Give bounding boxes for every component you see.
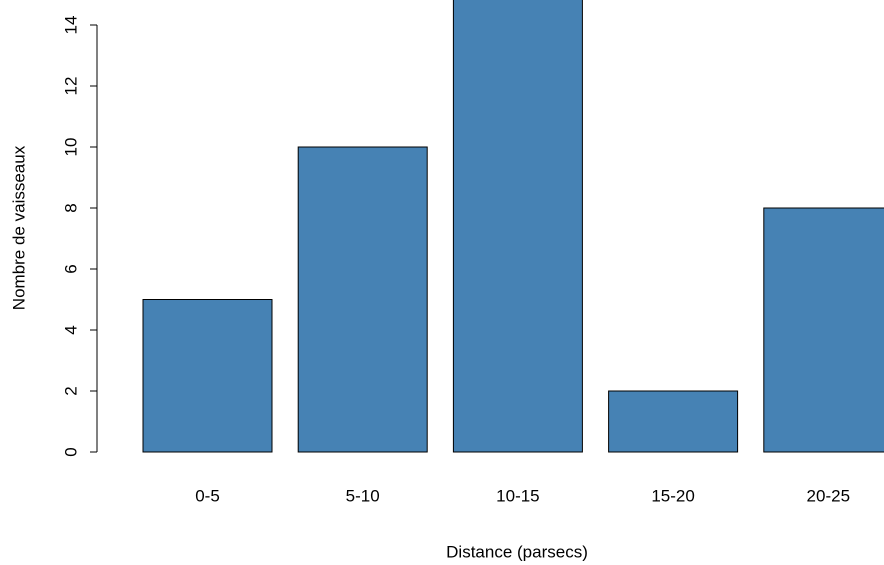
bar bbox=[608, 390, 739, 453]
y-tick-label: 14 bbox=[61, 16, 80, 35]
y-tick-label: 12 bbox=[61, 77, 80, 96]
y-tick-label: 0 bbox=[61, 447, 80, 456]
bar bbox=[452, 0, 583, 453]
y-tick-label: 10 bbox=[61, 138, 80, 157]
x-axis-label: Distance (parsecs) bbox=[446, 542, 588, 561]
y-axis-label: Nombre de vaisseaux bbox=[9, 145, 28, 310]
y-tick-label: 2 bbox=[61, 386, 80, 395]
bar bbox=[142, 299, 273, 453]
x-tick-label: 5-10 bbox=[346, 486, 380, 505]
x-tick-label: 20-25 bbox=[807, 486, 850, 505]
x-tick-label: 0-5 bbox=[195, 486, 220, 505]
y-tick-label: 8 bbox=[61, 203, 80, 212]
y-tick-label: 4 bbox=[61, 325, 80, 334]
x-tick-label: 10-15 bbox=[496, 486, 539, 505]
y-tick-label: 6 bbox=[61, 264, 80, 273]
bar bbox=[297, 146, 428, 453]
x-tick-label: 15-20 bbox=[651, 486, 694, 505]
bar bbox=[763, 207, 884, 453]
